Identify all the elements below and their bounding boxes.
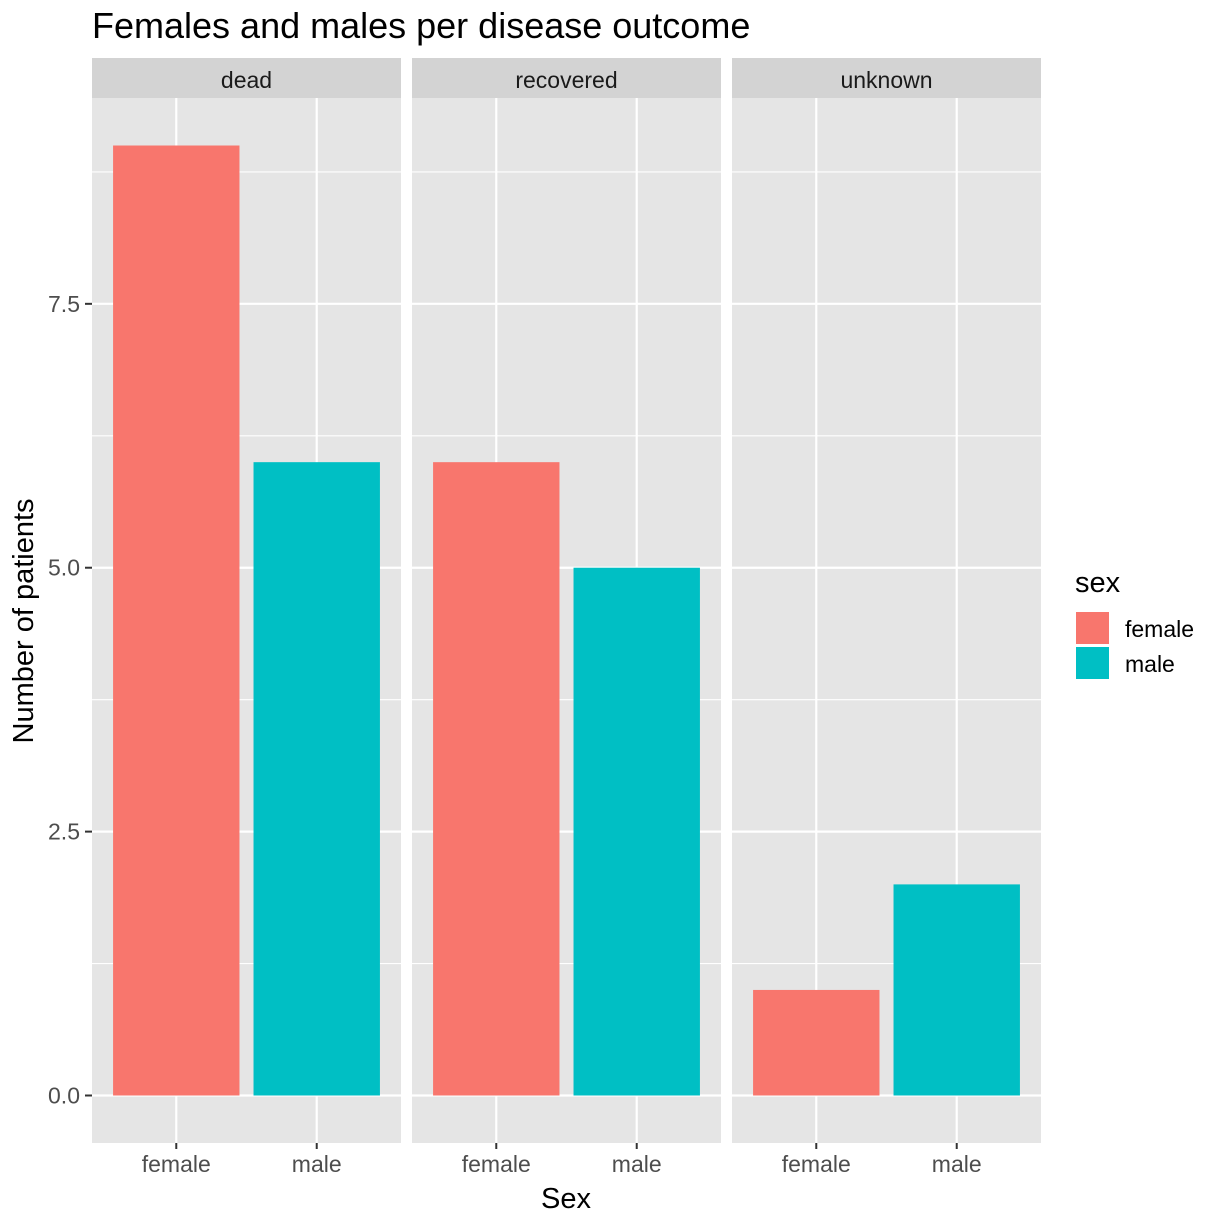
y-tick-label: 2.5: [48, 819, 80, 845]
legend-swatch-male: [1076, 647, 1109, 679]
legend-label-male: male: [1125, 651, 1175, 677]
facet-strip-label: dead: [221, 67, 272, 93]
bar-unknown-male: [893, 884, 1020, 1096]
chart-title: Females and males per disease outcome: [92, 5, 750, 46]
bar-dead-female: [113, 145, 240, 1096]
facet-panel-unknown: unknown female male: [732, 58, 1041, 1177]
facet-strip: [412, 58, 721, 98]
x-tick-label: male: [932, 1151, 982, 1177]
legend: sex female male: [1075, 567, 1194, 679]
legend-label-female: female: [1125, 616, 1194, 642]
x-tick-label: female: [462, 1151, 531, 1177]
x-axis-title: Sex: [541, 1183, 591, 1215]
x-tick-label: female: [142, 1151, 211, 1177]
x-tick-label: female: [782, 1151, 851, 1177]
y-tick-label: 0.0: [48, 1083, 80, 1109]
x-tick-label: male: [612, 1151, 662, 1177]
y-axis: 0.0 2.5 5.0 7.5: [48, 291, 92, 1109]
y-axis-title: Number of patients: [8, 498, 40, 743]
y-tick-label: 7.5: [48, 291, 80, 317]
bar-recovered-female: [433, 462, 560, 1096]
bar-dead-male: [253, 462, 380, 1096]
facet-strip: [92, 58, 401, 98]
x-tick-label: male: [292, 1151, 342, 1177]
facet-panel-recovered: recovered female male: [412, 58, 721, 1177]
facet-strip-label: recovered: [515, 67, 617, 93]
legend-swatch-female: [1076, 612, 1109, 644]
facet-panel-dead: dead female male: [92, 58, 401, 1177]
legend-title: sex: [1075, 567, 1121, 599]
bar-unknown-female: [753, 989, 880, 1096]
bar-recovered-male: [573, 567, 700, 1096]
facet-strip: [732, 58, 1041, 98]
facet-strip-label: unknown: [840, 67, 932, 93]
y-tick-label: 5.0: [48, 555, 80, 581]
